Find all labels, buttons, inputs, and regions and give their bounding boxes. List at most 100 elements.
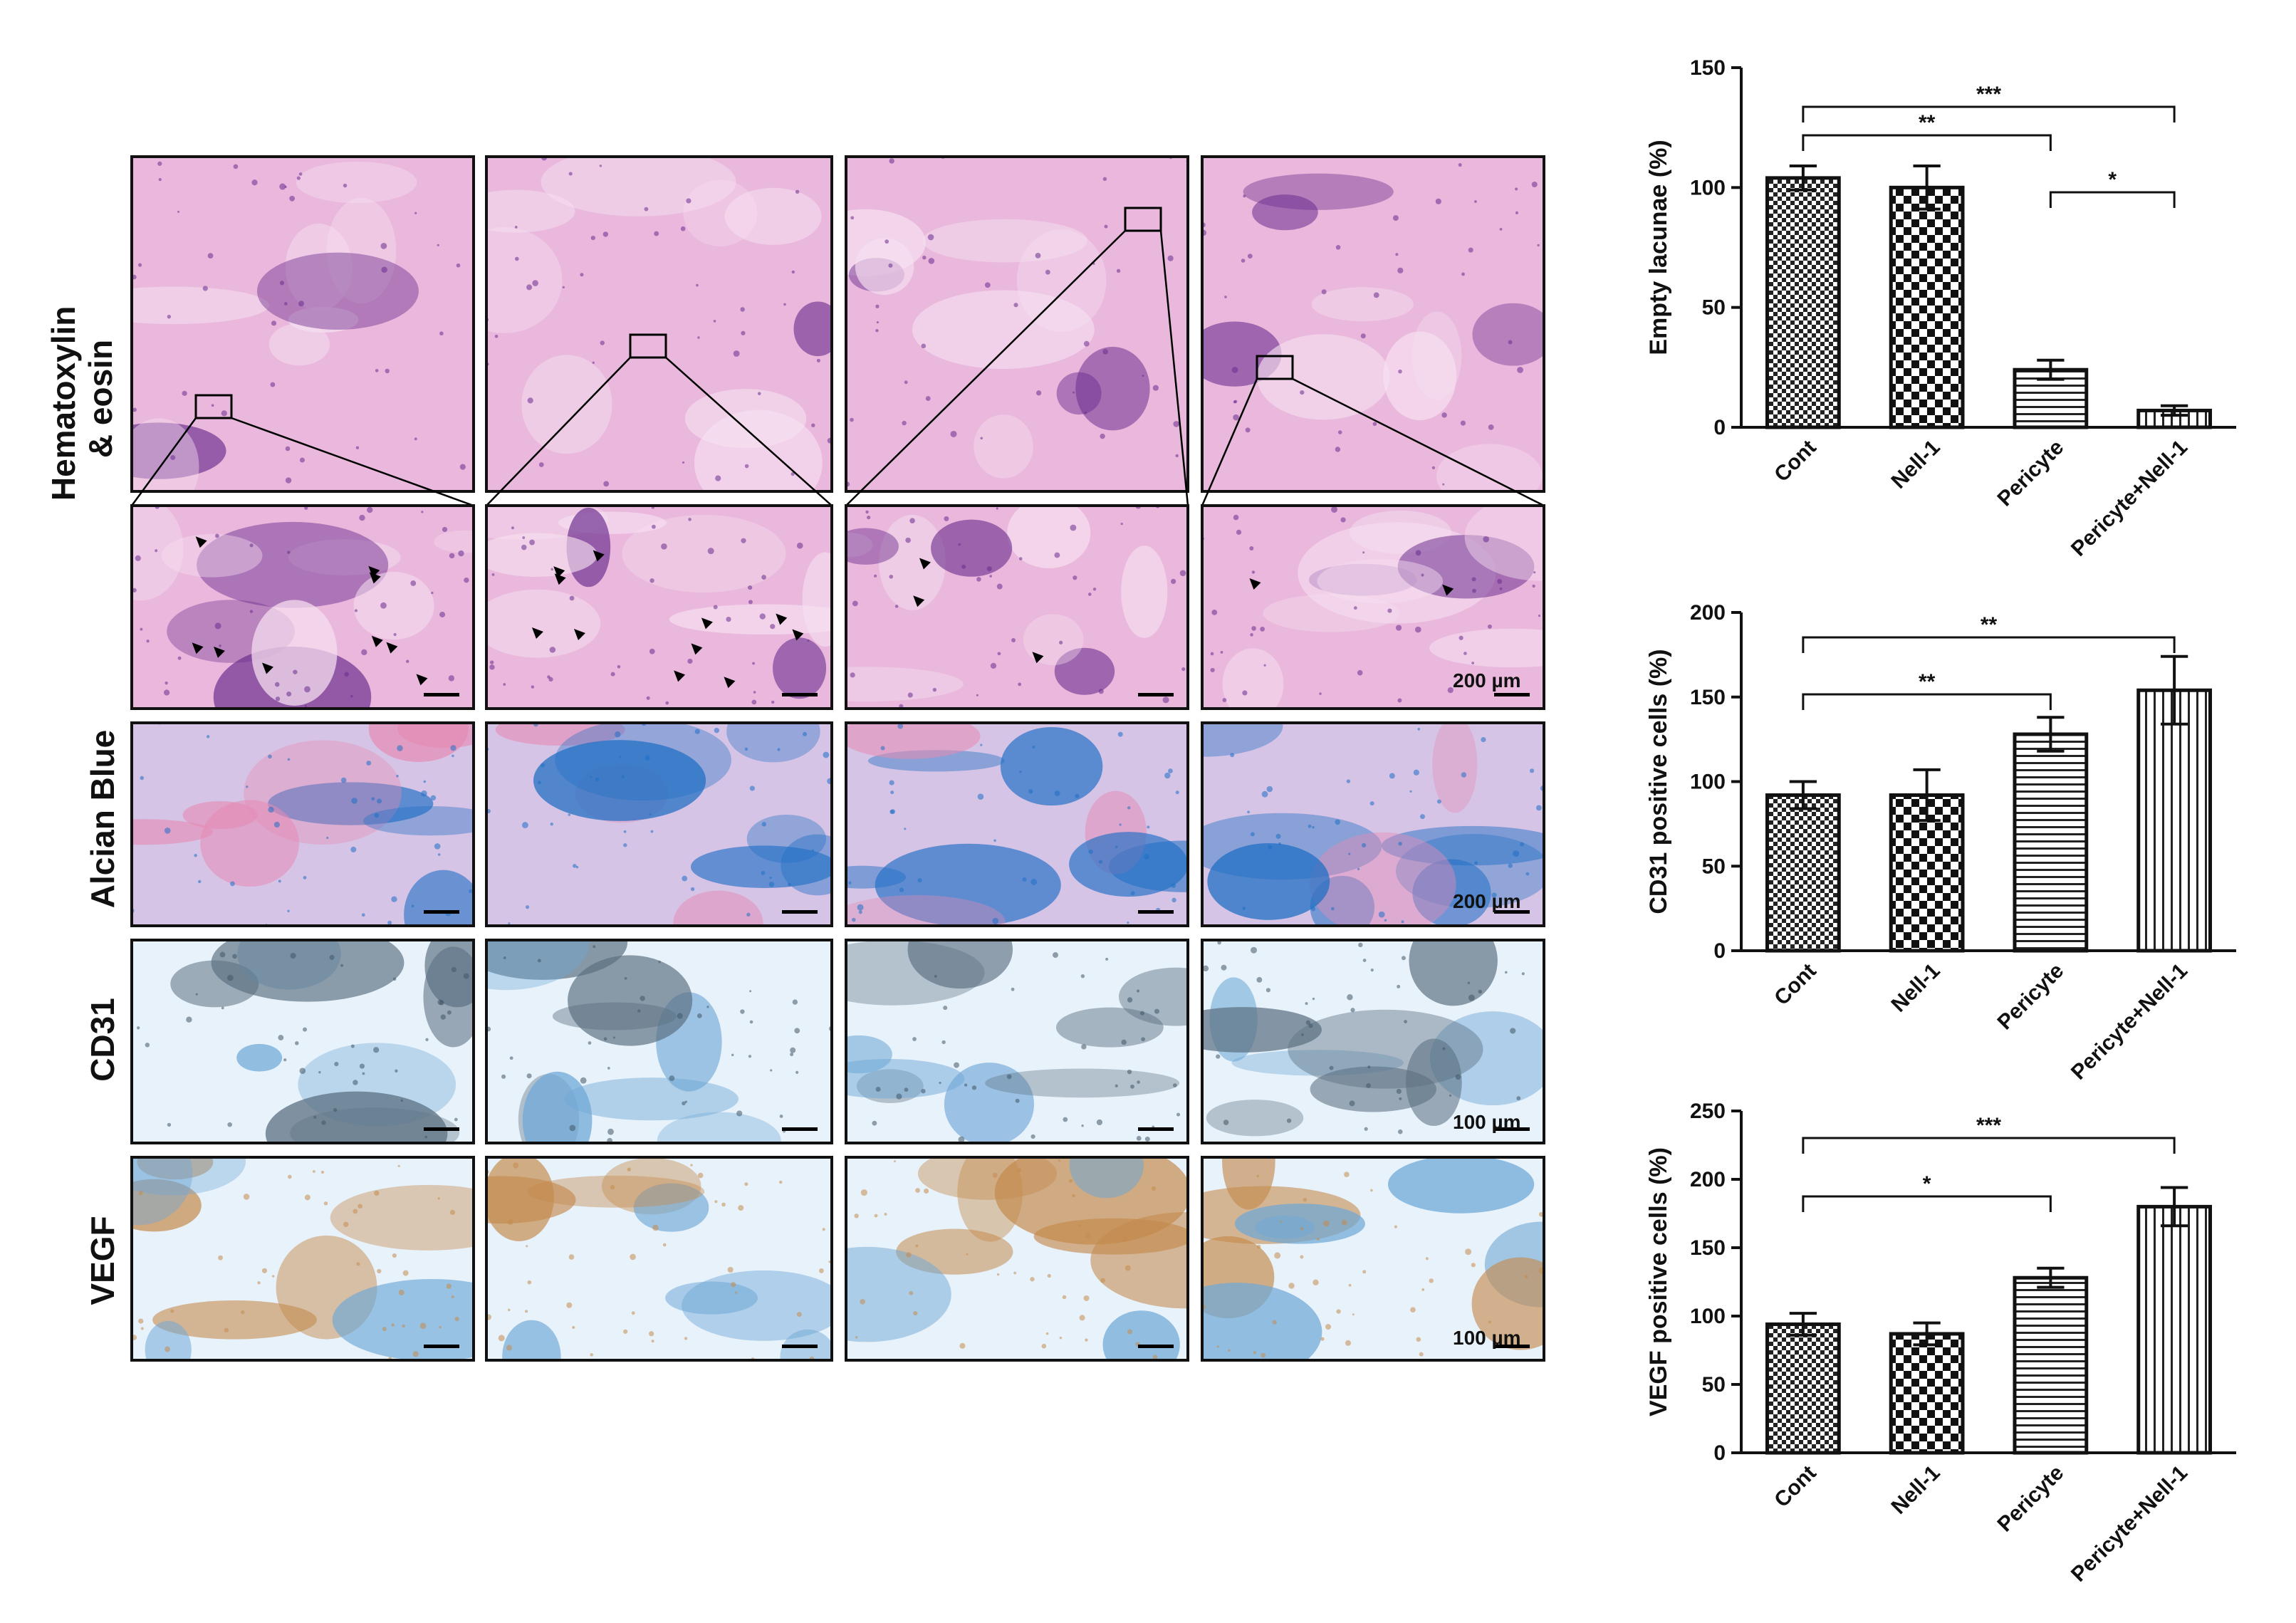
y-tick-label: 100	[1690, 771, 1726, 794]
significance-label: *	[2108, 168, 2117, 192]
x-tick-label: Nell-1	[1887, 1461, 1944, 1519]
panel-alcian-1	[130, 721, 475, 927]
x-tick-label: Nell-1	[1887, 436, 1944, 494]
significance-label: ***	[1976, 1114, 2001, 1137]
arrowhead-marker	[371, 635, 383, 647]
scale-bar	[1138, 693, 1174, 696]
arrowhead-marker	[554, 573, 566, 585]
scale-bar	[782, 1127, 818, 1131]
inset-box	[194, 394, 233, 419]
chart-vegf-positive: 0 50 100 150 200 250 VEGF positive cells (%) Co…	[1645, 1100, 2236, 1587]
bar-pericyte-nell-1	[2136, 688, 2213, 953]
scale-bar	[1494, 1127, 1530, 1131]
arrowhead-marker	[195, 536, 207, 548]
micrograph-grid	[130, 155, 1545, 1362]
arrowhead-marker	[368, 565, 380, 578]
panel-alcian-3	[845, 721, 1189, 927]
bar-pericyte	[2013, 1275, 2089, 1455]
y-tick-label: 0	[1713, 416, 1726, 439]
significance-bracket	[1802, 693, 2052, 710]
panel-alcian-4	[1201, 721, 1545, 927]
scale-bar	[1494, 693, 1530, 696]
x-tick-label: Pericyte	[1993, 436, 2068, 511]
panel-he-zoom-3	[845, 504, 1189, 710]
y-tick-label: 100	[1690, 1305, 1726, 1328]
panel-he-overview-2	[485, 155, 833, 493]
arrowhead-marker	[919, 558, 931, 570]
y-tick-label: 150	[1690, 686, 1726, 709]
scale-bar	[1494, 910, 1530, 914]
y-axis-label: Empty lacunae (%)	[1645, 140, 1672, 355]
x-tick-label: Pericyte	[1993, 1461, 2068, 1537]
inset-box	[1256, 355, 1294, 380]
y-tick-label: 0	[1713, 939, 1726, 963]
panel-vegf-1	[130, 1156, 475, 1362]
panel-vegf-4	[1201, 1156, 1545, 1362]
bar-nell-1	[1889, 793, 1965, 953]
arrowhead-marker	[1442, 584, 1454, 596]
scale-bar	[424, 1345, 459, 1348]
row-labels: Hematoxylin & eosin Alcian Blue CD31 VEG…	[45, 306, 121, 1305]
y-tick-label: 150	[1690, 1236, 1726, 1260]
arrowhead-marker	[1249, 578, 1261, 590]
x-tick-label: Pericyte+Nell-1	[2067, 1461, 2192, 1587]
arrowhead-marker	[691, 643, 703, 655]
row-label-vegf: VEGF	[84, 1216, 121, 1305]
chart-cd31-positive: 0 50 100 150 200 CD31 positive cells (%) Cont N…	[1645, 601, 2236, 1085]
significance-label: **	[1981, 613, 1998, 637]
x-tick-label: Cont	[1770, 1461, 1821, 1513]
scale-bar	[1138, 1127, 1174, 1131]
x-tick-label: Pericyte+Nell-1	[2067, 436, 2192, 561]
y-tick-label: 50	[1702, 296, 1726, 320]
arrowhead-marker	[913, 595, 925, 607]
bar-cont	[1765, 176, 1841, 429]
significance-label: *	[1923, 1172, 1931, 1196]
panel-he-zoom-4	[1201, 504, 1545, 710]
x-tick-label: Pericyte	[1993, 959, 2068, 1035]
arrowhead-marker	[573, 628, 585, 640]
x-tick-label: Cont	[1770, 959, 1821, 1011]
panel-cd31-1	[130, 939, 475, 1144]
panel-he-overview-4	[1201, 155, 1545, 493]
scale-bar	[782, 1345, 818, 1348]
panel-he-overview-1	[130, 155, 475, 493]
x-tick-label: Pericyte+Nell-1	[2067, 959, 2192, 1085]
row-label-cd31: CD31	[84, 998, 121, 1082]
scale-bar-label-alcian: 200 µm	[1453, 890, 1521, 912]
bar-cont	[1765, 1322, 1841, 1455]
panel-cd31-2	[485, 939, 833, 1144]
bar-pericyte	[2013, 732, 2089, 953]
panel-he-overview-3	[845, 155, 1189, 493]
scale-bar-label-vegf: 100 µm	[1453, 1327, 1521, 1349]
y-axis-label: CD31 positive cells (%)	[1645, 649, 1672, 914]
y-tick-label: 200	[1690, 601, 1726, 625]
scale-bar	[424, 693, 459, 696]
arrowhead-marker	[701, 617, 713, 630]
arrowhead-marker	[593, 550, 605, 562]
panel-cd31-4	[1201, 939, 1545, 1144]
arrowhead-marker	[1032, 652, 1044, 664]
x-tick-label: Cont	[1770, 436, 1821, 487]
y-tick-label: 250	[1690, 1100, 1726, 1123]
arrowhead-marker	[531, 627, 543, 639]
y-tick-label: 100	[1690, 176, 1726, 199]
scale-bar	[782, 910, 818, 914]
significance-bracket	[2049, 191, 2176, 208]
significance-bracket	[1802, 1137, 2176, 1154]
panel-he-zoom-1	[130, 504, 475, 710]
bar-nell-1	[1889, 185, 1965, 429]
arrowhead-marker	[776, 613, 788, 625]
bar-pericyte-nell-1	[2136, 1204, 2213, 1455]
scale-bar	[424, 1127, 459, 1131]
panel-vegf-2	[485, 1156, 833, 1362]
chart-empty-lacunae: 0 50 100 150 Empty lacunae (%) Cont Nell-1 Peri…	[1645, 56, 2236, 561]
y-tick-label: 200	[1690, 1168, 1726, 1191]
scale-bar-label-cd31: 100 µm	[1453, 1111, 1521, 1133]
inset-box	[1124, 207, 1162, 232]
arrowhead-marker	[386, 642, 398, 654]
row-label-alcian: Alcian Blue	[84, 730, 121, 909]
significance-bracket	[1802, 105, 2176, 122]
significance-label: ***	[1976, 83, 2001, 106]
scale-bar	[1138, 1345, 1174, 1348]
y-tick-label: 0	[1713, 1441, 1726, 1465]
